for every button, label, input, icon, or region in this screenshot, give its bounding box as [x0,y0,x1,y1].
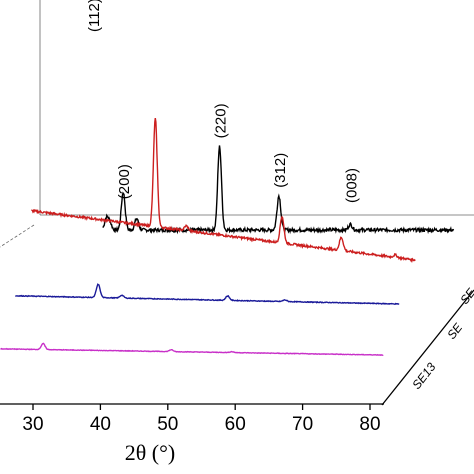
peak-label: (200) [116,164,133,199]
x-tick-label: 80 [359,414,380,435]
peak-label: (312) [272,153,289,188]
series-line-1 [31,117,416,264]
x-tick-label: 60 [225,414,246,435]
depth-edge-left [0,224,35,248]
series-line-2 [14,283,400,306]
peak-label: (008) [343,168,360,203]
peak-label-layer: (112) (200) (220) (312) (008) [86,0,360,203]
x-tick-label: 50 [157,414,178,435]
series-line-0 [102,145,455,235]
x-tick-label: 40 [90,414,111,435]
x-tick-layer: 30 40 50 60 70 80 [22,404,381,435]
series-line-3 [0,342,384,356]
x-axis-label: 2θ (°) [125,440,176,465]
x-tick-label: 30 [22,414,43,435]
peak-label: (112) [86,0,103,32]
series-layer [0,117,455,356]
x-tick-label: 70 [292,414,313,435]
sample-label-se-2: SE [457,285,474,307]
depth-axis [381,289,474,406]
peak-label: (220) [213,103,230,138]
